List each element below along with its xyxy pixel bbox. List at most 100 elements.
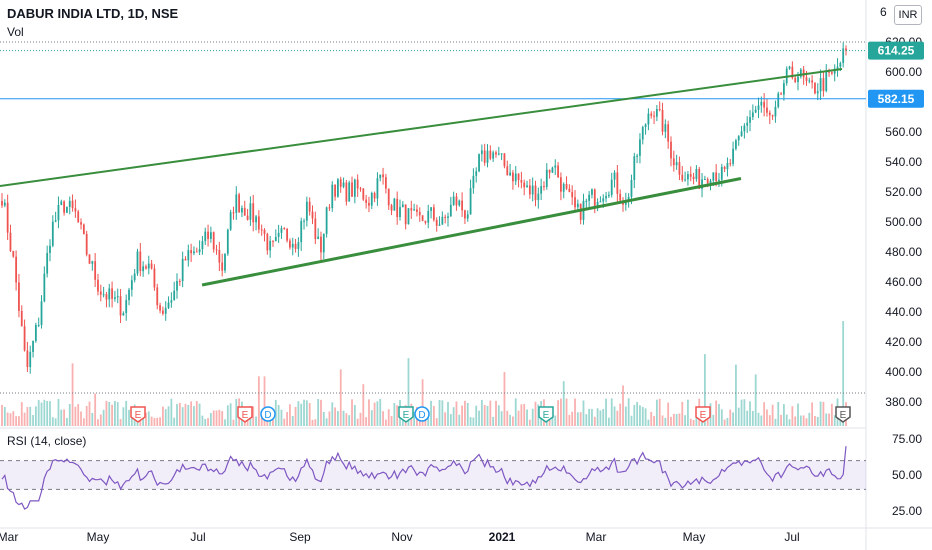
volume-bar [297,401,300,426]
volume-bar [212,410,215,426]
event-marker-e[interactable]: E [130,406,146,423]
event-marker-e[interactable]: E [538,406,554,423]
event-marker-label: D [418,410,425,421]
time-axis[interactable]: Mar May Jul Sep Nov 2021 Mar May Jul [0,530,800,544]
volume-bar [370,410,373,426]
candle-body [726,163,729,170]
volume-bar [825,413,828,426]
volume-bar [328,411,331,426]
volume-bar [40,402,43,426]
symbol-title[interactable]: DABUR INDIA LTD, 1D, NSE [7,6,179,21]
candle-body [650,113,653,116]
volume-bar [147,411,150,426]
volume-bar [85,405,88,426]
candle-body [658,109,661,111]
candle-body [588,194,591,201]
candle-body [593,189,596,206]
rsi-tick-label: 75.00 [892,432,922,446]
volume-bar [334,407,336,426]
volume-bar [229,403,232,426]
volume-bar [390,415,393,426]
candle-body [328,207,331,209]
event-marker-e[interactable]: E [835,406,851,423]
volume-bar [478,410,480,426]
volume-bar [63,409,66,426]
last-price-badge-bg [868,41,924,60]
volume-bar [159,417,161,426]
volume-bar [173,417,176,426]
candle-body [836,66,839,69]
price-tick-label-partial: 6 [880,5,887,19]
candle-body [317,236,320,240]
volume-bar [68,403,71,426]
volume-bar [760,415,763,426]
volume-bar [111,404,113,426]
volume-bar [506,410,509,426]
candle-body [828,71,830,73]
event-marker-e[interactable]: E [398,406,414,423]
volume-bar [156,417,159,426]
candle-body [136,251,139,274]
candle-body [746,122,749,126]
rsi-label: RSI (14, close) [7,434,86,448]
candle-body [619,193,622,201]
candle-body [368,202,370,206]
event-marker-label: E [403,410,410,421]
volume-bar [232,419,235,426]
earnings-marker-shape [695,406,711,423]
volume-bar [421,379,424,426]
volume-bar [585,414,588,426]
price-axis[interactable]: 620.00600.00580.00560.00540.00520.00500.… [880,5,922,409]
candle-body [46,253,49,274]
candle-body [195,251,198,253]
volume-bar [122,407,125,426]
volume-bar [277,404,280,426]
volume-bar [181,407,184,426]
event-marker-e[interactable]: E [237,406,253,423]
candle-body [77,211,80,223]
candle-body [342,182,345,187]
candle-body [568,188,571,192]
volume-bar [480,399,483,426]
volume-bar [359,412,362,426]
volume-bar [664,417,667,426]
volume-bar [658,398,661,426]
currency-badge[interactable]: INR [894,5,922,25]
candle-body [777,93,780,107]
volume-bar [644,408,647,426]
event-marker-e[interactable]: E [695,406,711,423]
volume-bar [444,412,447,426]
candle-body [466,214,469,219]
candle-body [37,324,40,326]
candle-body [63,201,66,213]
volume-bar [43,399,46,426]
volume-bar [452,407,455,426]
volume-bar [12,411,15,426]
time-tick-label: Mar [0,530,18,544]
volume-bar [34,406,37,426]
event-marker-d[interactable]: D [414,406,430,422]
candle-body [384,177,387,189]
candle-body [816,91,819,94]
candle-body [565,183,568,189]
candle-body [627,196,630,201]
volume-bar [97,419,99,426]
candle-body [788,66,791,69]
candle-body [280,228,283,233]
hline-price-badge-bg [868,89,924,108]
candle-body [370,192,373,206]
event-marker-d[interactable]: D [260,406,276,422]
candle-body [797,76,799,82]
volume-bar [622,385,624,426]
candle-body [80,222,82,225]
candle-body [190,250,193,254]
candle-body [382,174,384,178]
volume-bar [15,416,18,426]
candle-body [526,185,528,188]
volume-bar [486,405,489,426]
price-tick-label: 560.00 [885,125,922,139]
volume-bar [475,405,478,426]
volume-bar [766,409,768,426]
